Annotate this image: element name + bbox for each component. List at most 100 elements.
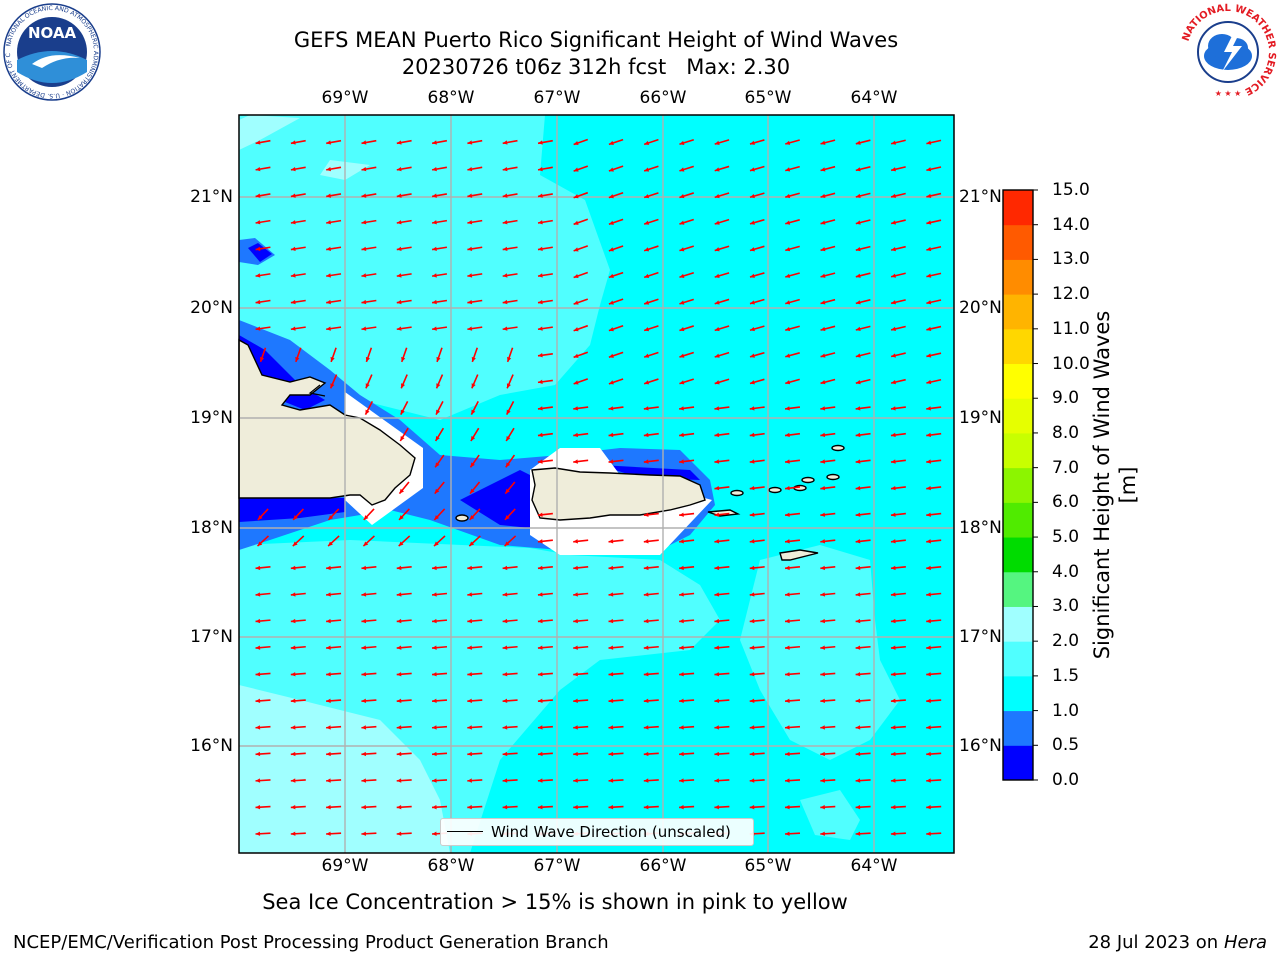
wave-arrow-398 bbox=[361, 698, 377, 703]
wave-arrow-264 bbox=[504, 508, 516, 521]
wave-arrow-59 bbox=[926, 192, 942, 198]
wave-arrow-116 bbox=[820, 272, 836, 278]
wave-arrow-22 bbox=[326, 166, 342, 172]
wave-arrow-7 bbox=[502, 139, 518, 145]
wave-arrow-84 bbox=[396, 246, 412, 252]
wave-arrow-359 bbox=[396, 645, 412, 650]
wave-arrow-292 bbox=[855, 539, 871, 544]
wave-arrow-331 bbox=[820, 592, 836, 597]
wave-arrow-62 bbox=[326, 219, 342, 225]
wave-arrow-455 bbox=[255, 778, 271, 783]
wave-arrow-297 bbox=[326, 565, 342, 571]
wave-arrow-387 bbox=[679, 672, 695, 677]
lat-lon-grid bbox=[239, 115, 954, 853]
wave-arrow-168 bbox=[537, 352, 553, 358]
wave-arrow-446 bbox=[643, 751, 659, 757]
wave-arrow-412 bbox=[855, 698, 871, 703]
wave-arrow-272 bbox=[855, 512, 871, 517]
wave-arrow-89 bbox=[573, 245, 589, 252]
wave-arrow-198 bbox=[364, 400, 374, 416]
wave-arrow-349 bbox=[749, 618, 765, 624]
wave-arrow-421 bbox=[467, 725, 483, 730]
wave-arrow-294 bbox=[926, 539, 942, 544]
wave-arrow-184 bbox=[471, 374, 479, 389]
lon-tick-label-bottom: 66°W bbox=[639, 856, 687, 876]
wave-arrow-439 bbox=[396, 751, 412, 757]
wave-arrow-199 bbox=[400, 400, 409, 416]
wave-arrow-338 bbox=[361, 618, 377, 624]
wave-arrow-346 bbox=[643, 618, 659, 624]
wave-arrow-326 bbox=[643, 592, 659, 597]
wave-arrow-286 bbox=[643, 539, 659, 544]
wave-arrow-238 bbox=[679, 459, 695, 464]
small-island-5 bbox=[831, 444, 845, 452]
wave-arrow-348 bbox=[714, 618, 730, 624]
band-1p5-2-0 bbox=[239, 115, 610, 420]
wave-arrow-418 bbox=[361, 725, 377, 730]
coast-detail bbox=[308, 384, 326, 397]
wave-arrow-81 bbox=[290, 246, 306, 252]
wave-arrow-36 bbox=[820, 165, 836, 172]
wave-arrow-191 bbox=[714, 378, 730, 385]
wave-arrow-430 bbox=[784, 725, 801, 730]
wave-arrow-329 bbox=[749, 592, 765, 597]
wave-arrow-104 bbox=[396, 273, 412, 278]
wave-arrow-8 bbox=[537, 139, 553, 145]
wave-arrow-285 bbox=[608, 539, 624, 544]
nws-logo: NATIONAL WEATHER SERVICE ★ ★ ★ bbox=[1180, 3, 1277, 100]
wave-arrow-20 bbox=[255, 166, 271, 172]
colorbar-bin-5 bbox=[1003, 571, 1033, 607]
wave-arrow-88 bbox=[537, 246, 553, 252]
wave-arrow-265 bbox=[537, 512, 553, 517]
wave-arrow-302 bbox=[502, 565, 518, 571]
wave-arrow-112 bbox=[679, 271, 694, 279]
wave-arrow-158 bbox=[890, 325, 906, 332]
wave-arrow-435 bbox=[255, 751, 271, 757]
wave-arrow-392 bbox=[855, 672, 871, 677]
colorbar-tick-label: 13.0 bbox=[1052, 249, 1090, 270]
wave-arrow-44 bbox=[396, 193, 412, 198]
small-island-1 bbox=[768, 486, 782, 494]
wave-arrow-229 bbox=[890, 432, 906, 438]
wave-arrow-342 bbox=[502, 618, 518, 624]
wave-arrow-69 bbox=[573, 218, 589, 226]
wave-arrow-345 bbox=[608, 618, 624, 624]
wave-arrow-224 bbox=[714, 432, 730, 438]
wave-arrow-162 bbox=[330, 347, 337, 363]
wave-arrow-283 bbox=[537, 539, 553, 544]
colorbar-tick-label: 14.0 bbox=[1052, 214, 1090, 235]
wave-arrow-470 bbox=[784, 778, 801, 783]
noaa-logo: NATIONAL OCEANIC AND ATMOSPHERIC ADMINIS… bbox=[2, 2, 101, 101]
wave-arrow-318 bbox=[361, 592, 377, 597]
wave-arrow-299 bbox=[396, 565, 412, 571]
wave-arrow-49 bbox=[573, 191, 589, 199]
wave-arrow-215 bbox=[399, 427, 409, 442]
chart-title-line1: GEFS MEAN Puerto Rico Significant Height… bbox=[293, 28, 899, 52]
wave-arrow-397 bbox=[326, 698, 342, 703]
wave-arrow-170 bbox=[608, 351, 624, 358]
wave-arrow-311 bbox=[820, 565, 836, 571]
wave-arrow-146 bbox=[467, 326, 483, 331]
wave-arrow-250 bbox=[714, 485, 730, 491]
colorbar-tick-label: 5.0 bbox=[1052, 527, 1080, 548]
wave-arrow-419 bbox=[396, 725, 412, 730]
wave-arrow-33 bbox=[714, 165, 730, 172]
band-1p5-2-2 bbox=[740, 545, 900, 760]
footer-right: 28 Jul 2023 on Hera bbox=[1088, 932, 1267, 953]
wave-arrow-320 bbox=[431, 592, 448, 597]
wave-arrow-1 bbox=[290, 139, 306, 145]
wave-arrow-510 bbox=[784, 831, 801, 836]
wave-arrow-10 bbox=[608, 138, 624, 146]
colorbar-tick-label: 15.0 bbox=[1052, 180, 1090, 200]
wave-arrow-133 bbox=[714, 298, 730, 305]
wave-arrow-422 bbox=[502, 725, 518, 730]
wave-arrow-242 bbox=[820, 459, 836, 464]
colorbar-tick-label: 7.0 bbox=[1052, 457, 1080, 478]
wave-arrow-315 bbox=[255, 592, 271, 597]
wave-arrow-4 bbox=[396, 139, 412, 145]
wave-arrow-478 bbox=[361, 805, 377, 810]
wave-arrow-38 bbox=[890, 166, 906, 172]
wave-arrow-263 bbox=[469, 508, 481, 521]
wave-arrow-445 bbox=[608, 751, 624, 757]
colorbar-bin-4 bbox=[1003, 606, 1033, 642]
